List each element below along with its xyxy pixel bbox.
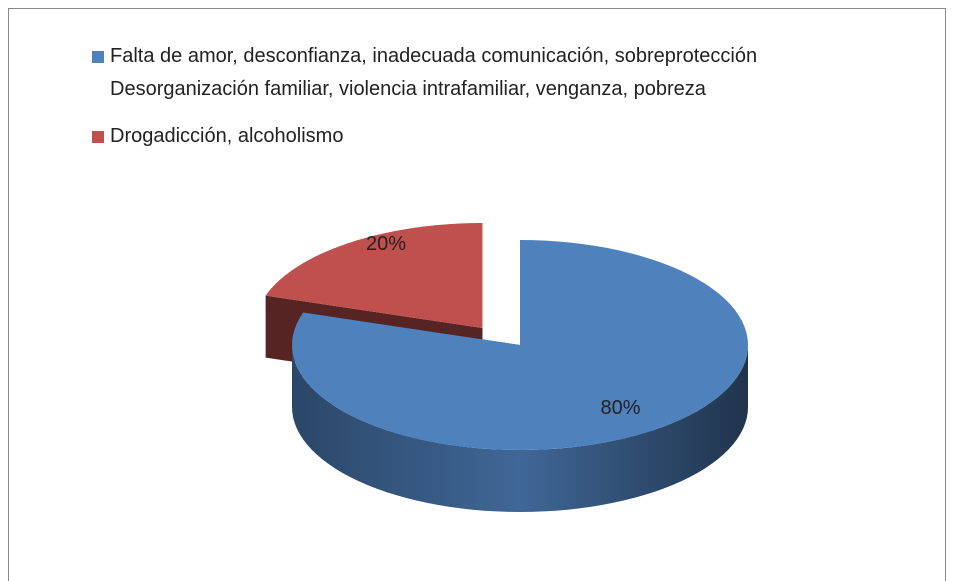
- legend-label: Drogadicción, alcoholismo: [110, 125, 344, 147]
- slice: [292, 240, 748, 450]
- legend-label: Falta de amor, desconfianza, inadecuada …: [110, 45, 758, 100]
- slice: [265, 223, 483, 329]
- legend: Falta de amor, desconfianza, inadecuada …: [92, 40, 757, 167]
- legend-swatch: [92, 131, 104, 143]
- slice-wall: [292, 345, 748, 512]
- legend-entry: Falta de amor, desconfianza, inadecuada …: [92, 40, 757, 106]
- chart-frame: [8, 8, 946, 581]
- legend-entry: Drogadicción, alcoholismo: [92, 120, 757, 153]
- data-label: 80%: [600, 397, 640, 419]
- legend-swatch: [92, 51, 104, 63]
- data-label: 20%: [366, 233, 406, 255]
